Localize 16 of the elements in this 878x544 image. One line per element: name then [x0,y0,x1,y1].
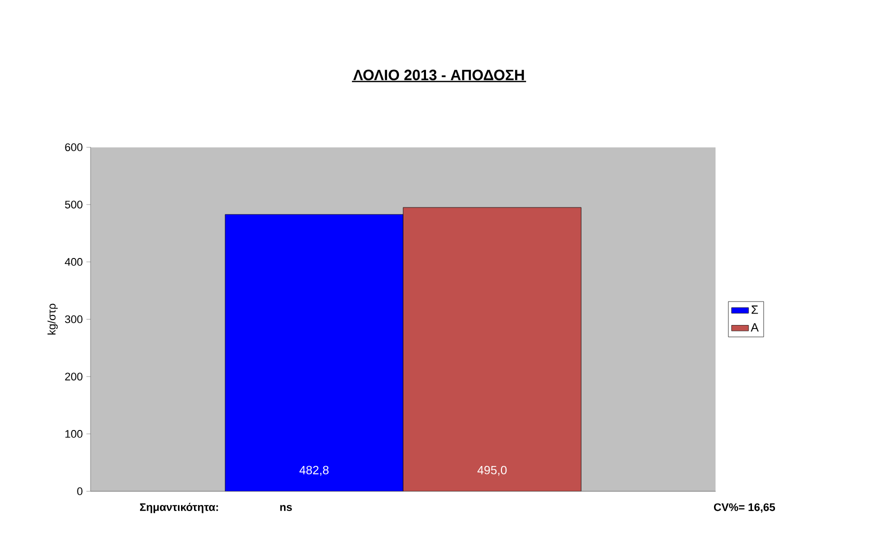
data-label: 495,0 [477,466,507,476]
text: CV%= 16,65 [714,503,776,513]
legend-label: Α [750,323,759,332]
y-tick-label: 500 [65,200,82,208]
text: ns [280,504,292,511]
data-label: 482,8 [299,466,329,476]
y-tick-label: 200 [65,372,82,380]
y-tick-label: 0 [77,487,82,496]
y-tick-label: 600 [65,143,82,152]
y-tick-label: 300 [65,315,82,324]
y-tick-label: 100 [65,430,82,438]
y-tick-label: 400 [64,258,82,266]
legend-label: Σ [752,306,758,314]
chart-title: ΛΟΛΙΟ 2013 - ΑΠΟΔΟΣΗ [353,70,524,80]
text: Σημαντικότητα: [140,502,218,514]
y-axis-title: kg/στρ [48,304,58,334]
